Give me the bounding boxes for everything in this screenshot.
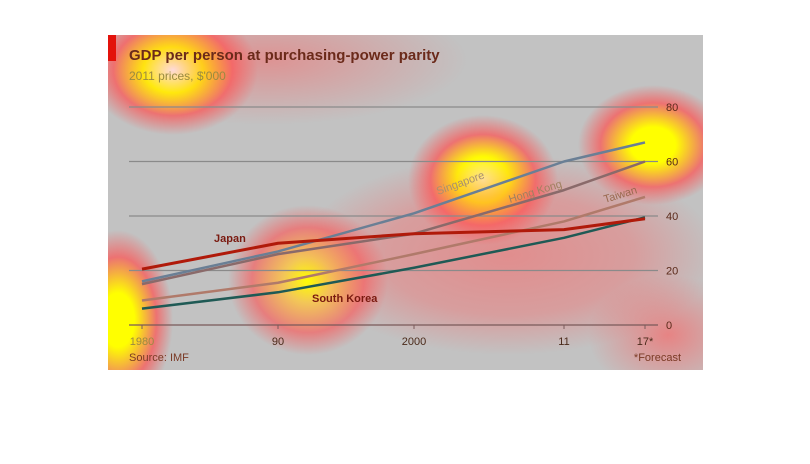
series-line-japan [141, 217, 646, 271]
y-tick-label: 20 [666, 266, 678, 278]
brand-bar [108, 35, 116, 61]
forecast-note: *Forecast [633, 352, 681, 364]
series-line-singapore [141, 141, 646, 283]
chart-subtitle: 2011 prices, $'000 [129, 69, 226, 83]
y-tick-label: 60 [666, 157, 678, 169]
series-label: Taiwan [602, 184, 638, 205]
y-tick-label: 40 [666, 211, 678, 223]
series-label: Japan [214, 233, 246, 245]
chart: GDP per person at purchasing-power parit… [108, 35, 703, 370]
y-tick-label: 0 [666, 320, 672, 332]
x-tick-label: 2000 [402, 336, 426, 348]
chart-title: GDP per person at purchasing-power parit… [129, 47, 440, 64]
series-label: Hong Kong [507, 178, 563, 206]
series-label: South Korea [312, 293, 378, 305]
series-label: Singapore [435, 169, 486, 197]
plot-area: 0 20 40 60 80 1980 90 2000 11 17* Singapore Hong Ko… [129, 102, 678, 348]
x-tick-label: 90 [272, 336, 284, 348]
y-tick-label: 80 [666, 102, 678, 114]
x-tick-label: 11 [558, 336, 569, 348]
series-line-south-korea [141, 216, 646, 310]
x-tick-label: 1980 [130, 336, 154, 348]
series-line-taiwan [141, 195, 646, 302]
source-note: Source: IMF [129, 352, 189, 364]
x-tick-label: 17* [637, 336, 654, 348]
